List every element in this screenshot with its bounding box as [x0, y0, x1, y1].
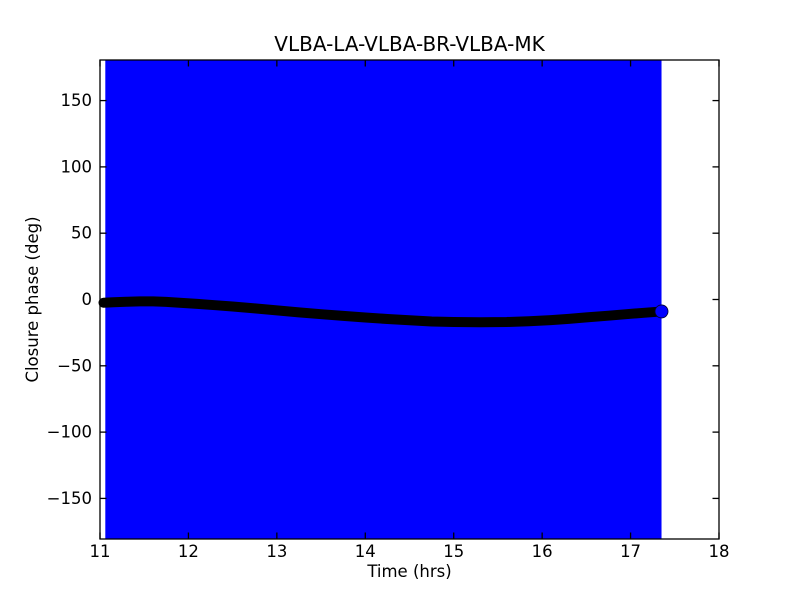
y-tick-label: −100: [47, 423, 92, 442]
last-point-marker: [654, 304, 669, 319]
x-tick-label: 15: [443, 542, 464, 561]
x-tick-label: 17: [620, 542, 641, 561]
y-axis-label: Closure phase (deg): [23, 216, 42, 382]
y-tick-label: 150: [61, 91, 93, 110]
x-tick-label: 13: [266, 542, 287, 561]
y-tick-label: 0: [82, 290, 93, 309]
closure-phase-curve: [98, 296, 663, 328]
y-tick-label: −150: [47, 489, 92, 508]
x-tick-label: 16: [532, 542, 553, 561]
y-tick-label: −50: [57, 356, 92, 375]
x-axis-label: Time (hrs): [366, 562, 451, 581]
x-tick-label: 14: [355, 542, 376, 561]
plot-title: VLBA-LA-VLBA-BR-VLBA-MK: [274, 32, 545, 56]
x-tick-label: 11: [90, 542, 111, 561]
y-tick-label: 100: [61, 157, 93, 176]
plot-area: 11 12 13 14 15 16 17 18 −150 −100 −50 0 50 100 150: [47, 59, 730, 561]
y-tick-label: 50: [71, 224, 92, 243]
x-tick-label: 12: [178, 542, 199, 561]
x-tick-label: 18: [709, 542, 730, 561]
